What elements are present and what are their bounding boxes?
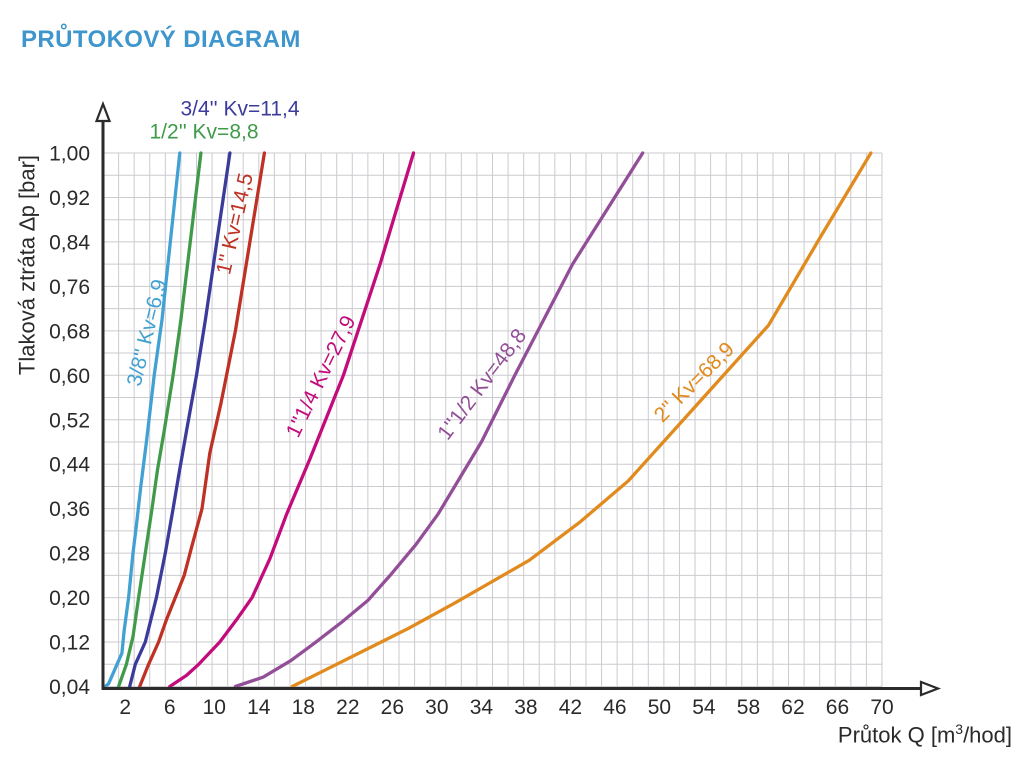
- x-tick-6: 6: [164, 696, 176, 719]
- x-axis-title-post: /hod]: [963, 722, 1012, 748]
- y-tick-0,20: 0,20: [49, 587, 90, 610]
- curve-3: [128, 151, 232, 689]
- y-tick-1,00: 1,00: [49, 143, 90, 166]
- x-tick-54: 54: [692, 696, 716, 719]
- y-tick-0,44: 0,44: [49, 454, 90, 477]
- x-tick-30: 30: [425, 696, 448, 719]
- x-axis-title-sup: 3: [955, 721, 964, 737]
- y-tick-0,28: 0,28: [49, 543, 90, 566]
- x-tick-10: 10: [203, 696, 226, 719]
- curve-label-6: 1''1/2 Kv=48,8: [433, 325, 531, 445]
- y-tick-0,52: 0,52: [49, 409, 90, 432]
- x-tick-2: 2: [119, 696, 131, 719]
- x-tick-38: 38: [514, 696, 537, 719]
- y-tick-0,12: 0,12: [49, 632, 90, 655]
- x-tick-22: 22: [336, 696, 359, 719]
- x-axis-arrow: [919, 680, 942, 697]
- y-tick-0,68: 0,68: [49, 320, 90, 343]
- x-tick-14: 14: [247, 696, 271, 719]
- curve-7: [290, 151, 873, 689]
- x-tick-46: 46: [603, 696, 626, 719]
- x-tick-34: 34: [470, 696, 494, 719]
- x-axis-title-pre: Průtok Q [m: [837, 722, 956, 748]
- x-tick-62: 62: [781, 696, 804, 719]
- y-tick-0,04: 0,04: [49, 676, 90, 699]
- curve-label-2: 1/2'' Kv=8,8: [149, 121, 258, 144]
- curve-label-1: 3/8'' Kv=6,9: [123, 277, 172, 388]
- y-tick-0,60: 0,60: [49, 365, 90, 388]
- y-tick-0,84: 0,84: [49, 231, 90, 254]
- x-tick-18: 18: [292, 696, 315, 719]
- y-tick-0,36: 0,36: [49, 498, 90, 521]
- curve-1: [103, 151, 182, 689]
- x-tick-70: 70: [870, 696, 893, 719]
- curve-label-3: 3/4'' Kv=11,4: [180, 98, 299, 121]
- page-title: PRŮTOKOVÝ DIAGRAM: [21, 26, 301, 53]
- y-tick-0,76: 0,76: [49, 276, 90, 299]
- x-tick-50: 50: [648, 696, 671, 719]
- x-tick-66: 66: [826, 696, 849, 719]
- x-tick-26: 26: [381, 696, 404, 719]
- y-axis-title: Tlaková ztráta ∆p [bar]: [14, 154, 40, 376]
- curve-2: [116, 151, 203, 689]
- x-axis-title: Průtok Q [m3/hod]: [838, 721, 1012, 748]
- curve-5: [168, 151, 416, 689]
- y-axis-arrow: [94, 100, 112, 123]
- x-tick-58: 58: [737, 696, 760, 719]
- curve-4: [138, 151, 267, 689]
- y-tick-0,92: 0,92: [49, 187, 90, 210]
- x-tick-42: 42: [559, 696, 582, 719]
- curve-label-7: 2'' Kv=68,9: [650, 338, 739, 427]
- curve-6: [233, 151, 645, 689]
